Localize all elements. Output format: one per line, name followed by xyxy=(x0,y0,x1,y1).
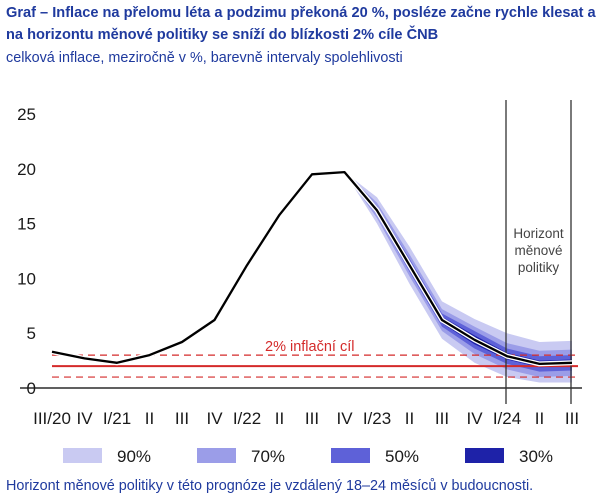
x-tick-label: III xyxy=(305,409,319,428)
legend-swatch-30pct xyxy=(465,448,504,463)
inflation-line-path xyxy=(51,170,573,366)
legend-swatch-70pct xyxy=(197,448,236,463)
horizon-label-line: měnové xyxy=(514,243,562,258)
x-tick-label: I/23 xyxy=(363,409,391,428)
legend-label: 90% xyxy=(117,447,151,466)
horizon-label-line: politiky xyxy=(518,260,560,275)
horizon-label-line: Horizont xyxy=(513,226,564,241)
x-tick-label: II xyxy=(405,409,414,428)
y-tick-label: 5 xyxy=(27,324,36,343)
x-tick-label: III/20 xyxy=(33,409,71,428)
x-tick-label: II xyxy=(535,409,544,428)
y-tick-label: 25 xyxy=(17,105,36,124)
legend-swatch-50pct xyxy=(331,448,370,463)
x-tick-label: IV xyxy=(206,409,223,428)
x-tick-label: II xyxy=(145,409,154,428)
x-tick-label: I/21 xyxy=(103,409,131,428)
legend-label: 50% xyxy=(385,447,419,466)
x-tick-label: IV xyxy=(336,409,353,428)
legend: 90% 70% 50% 30% xyxy=(63,447,553,466)
inflation-line xyxy=(51,169,573,367)
x-tick-label: IV xyxy=(76,409,93,428)
x-tick-label: III xyxy=(435,409,449,428)
x-tick-label: III xyxy=(175,409,189,428)
target-label: 2% inflační cíl xyxy=(265,339,354,355)
confidence-bands xyxy=(344,172,572,383)
y-tick-label: 0 xyxy=(27,379,36,398)
legend-swatch-90pct xyxy=(63,448,102,463)
legend-label: 70% xyxy=(251,447,285,466)
x-tick-label: II xyxy=(275,409,284,428)
x-tick-label: I/24 xyxy=(493,409,521,428)
x-tick-label: III xyxy=(565,409,579,428)
legend-label: 30% xyxy=(519,447,553,466)
x-tick-label: IV xyxy=(466,409,483,428)
chart-subtitle: celková inflace, meziročně v %, barevně … xyxy=(6,50,403,66)
y-tick-label: 10 xyxy=(17,269,36,288)
x-tick-label: I/22 xyxy=(233,409,261,428)
footnote: Horizont měnové politiky v této prognóze… xyxy=(6,478,534,494)
chart-title: Graf – Inflace na přelomu léta a podzimu… xyxy=(6,5,596,43)
y-tick-label: 15 xyxy=(17,215,36,234)
y-tick-label: 20 xyxy=(17,160,36,179)
